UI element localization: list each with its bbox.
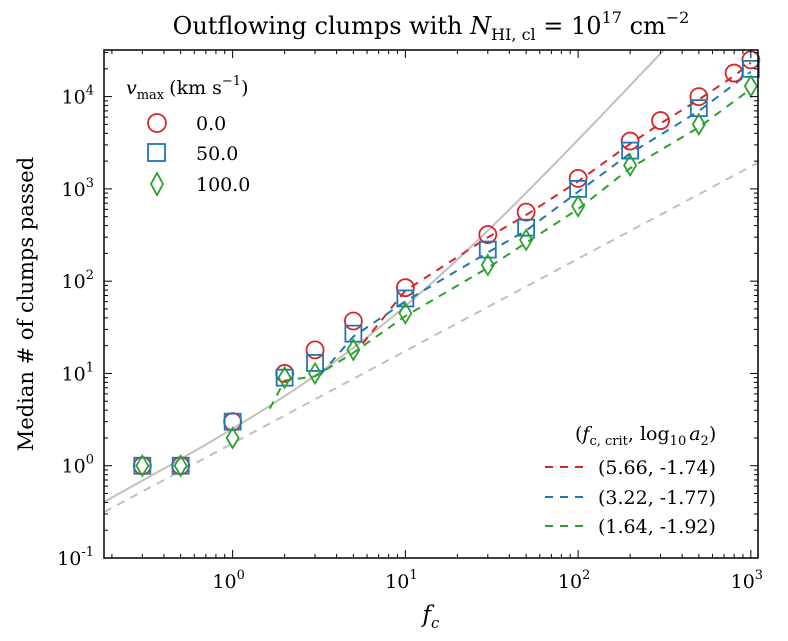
data-point-circle bbox=[478, 225, 498, 244]
data-point-diamond bbox=[225, 426, 240, 450]
fit-legend-label-1: (3.22, -1.77) bbox=[598, 487, 716, 509]
y-tick-label: 100 bbox=[62, 453, 94, 478]
fit-legend: (fc, crit, log10 a2) (5.66, -1.74) (3.22,… bbox=[545, 423, 716, 538]
x-axis-label: fc bbox=[421, 602, 441, 632]
data-point-circle bbox=[620, 131, 640, 151]
reference-line-linear bbox=[104, 161, 758, 513]
data-point-diamond bbox=[480, 253, 495, 277]
fit-line-1 bbox=[319, 70, 752, 376]
data-point-circle bbox=[343, 311, 363, 331]
data-point-diamond bbox=[519, 228, 534, 252]
data-point-square bbox=[306, 354, 324, 372]
legend-marker-square bbox=[147, 143, 166, 162]
data-point-diamond bbox=[743, 74, 758, 98]
data-point-square bbox=[275, 368, 294, 387]
legend-marker-circle bbox=[147, 113, 167, 133]
y-tick-label: 103 bbox=[62, 176, 94, 201]
data-point-circle bbox=[516, 202, 536, 222]
y-tick-label: 10-1 bbox=[57, 545, 94, 570]
marker-legend: vmax (km s−1) 0.0 50.0 100.0 bbox=[126, 74, 250, 197]
reference-line-quadratic bbox=[104, 50, 666, 503]
x-tick-label: 103 bbox=[731, 568, 763, 593]
data-point-circle bbox=[395, 278, 415, 298]
x-tick-label: 100 bbox=[212, 568, 244, 593]
data-point-square bbox=[171, 456, 190, 475]
data-point-diamond bbox=[571, 194, 586, 218]
data-point-circle bbox=[651, 111, 670, 130]
y-tick-label: 101 bbox=[62, 360, 94, 385]
y-axis-label: Median # of clumps passed bbox=[14, 157, 38, 451]
data-point-diamond bbox=[308, 361, 323, 386]
data-point-diamond bbox=[623, 153, 638, 178]
legend-label-1: 50.0 bbox=[196, 143, 238, 165]
fit-legend-label-2: (1.64, -1.92) bbox=[598, 516, 716, 538]
data-point-diamond bbox=[135, 453, 150, 478]
chart-title: Outflowing clumps with NHI, cl = 1017 cm… bbox=[173, 8, 690, 44]
data-point-circle bbox=[568, 168, 588, 188]
data-point-square bbox=[478, 240, 497, 259]
data-point-square bbox=[223, 412, 242, 431]
data-point-diamond bbox=[346, 338, 361, 362]
marker-legend-title: vmax (km s−1) bbox=[126, 74, 248, 103]
x-tick-label: 101 bbox=[385, 568, 417, 593]
fit-line-2 bbox=[268, 88, 752, 410]
data-point-diamond bbox=[173, 453, 188, 478]
data-point-diamond bbox=[277, 365, 292, 390]
data-point-circle bbox=[689, 87, 709, 107]
data-point-diamond bbox=[398, 301, 413, 325]
data-point-square bbox=[396, 289, 415, 308]
fit-legend-title: (fc, crit, log10 a2) bbox=[575, 423, 716, 449]
y-tick-label: 102 bbox=[62, 268, 94, 293]
data-point-square bbox=[517, 218, 536, 237]
data-point-circle bbox=[305, 340, 325, 360]
data-point-square bbox=[344, 324, 363, 343]
plot-frame bbox=[103, 49, 759, 559]
data-point-circle bbox=[724, 63, 744, 83]
fit-line-0 bbox=[361, 62, 752, 345]
legend-label-0: 0.0 bbox=[196, 113, 226, 135]
data-point-square bbox=[689, 99, 708, 118]
data-point-diamond bbox=[691, 112, 706, 137]
x-tick-label: 102 bbox=[558, 568, 590, 593]
y-tick-label: 104 bbox=[62, 84, 94, 109]
data-point-square bbox=[621, 141, 640, 160]
fit-legend-label-0: (5.66, -1.74) bbox=[598, 457, 716, 479]
legend-marker-diamond bbox=[149, 171, 165, 197]
data-point-square bbox=[133, 456, 152, 475]
legend-label-2: 100.0 bbox=[196, 174, 250, 196]
